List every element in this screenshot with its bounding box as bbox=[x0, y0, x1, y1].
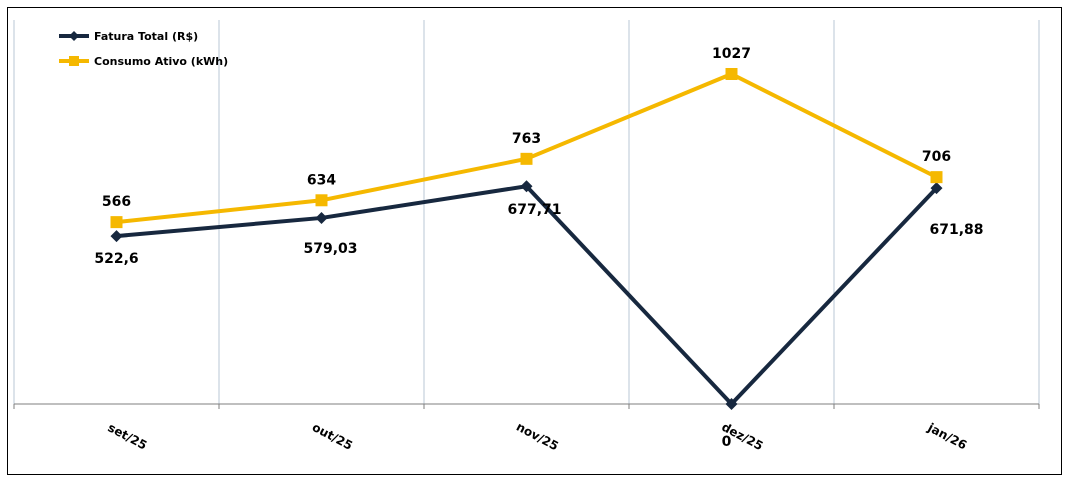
x-tick-label: nov/25 bbox=[514, 420, 561, 454]
fatura-marker bbox=[725, 398, 738, 410]
legend: Fatura Total (R$) Consumo Ativo (kWh) bbox=[59, 30, 228, 68]
x-tick-label: out/25 bbox=[310, 420, 355, 453]
consumo-marker bbox=[315, 194, 328, 207]
consumo-data-label: 763 bbox=[512, 131, 541, 147]
consumo-marker bbox=[930, 171, 943, 184]
fatura-marker bbox=[315, 211, 328, 224]
consumo-marker bbox=[110, 216, 123, 229]
fatura-marker bbox=[520, 180, 533, 193]
legend-label: Consumo Ativo (kWh) bbox=[94, 55, 228, 68]
consumo-data-label: 566 bbox=[102, 194, 131, 210]
series-markers bbox=[110, 68, 943, 410]
consumo-data-label: 706 bbox=[922, 149, 951, 165]
series-line-2 bbox=[116, 72, 938, 225]
x-tick-label: set/25 bbox=[106, 420, 150, 452]
consumo-data-label: 634 bbox=[307, 172, 336, 188]
fatura-data-label: 522,6 bbox=[94, 251, 138, 267]
gridlines bbox=[13, 20, 1040, 404]
fatura-marker bbox=[110, 230, 123, 243]
fatura-data-label: 671,88 bbox=[929, 222, 983, 238]
consumo-data-label: 1027 bbox=[712, 46, 751, 62]
series-lines bbox=[116, 72, 938, 406]
x-tick-label: jan/26 bbox=[925, 420, 969, 452]
legend-diamond-marker bbox=[69, 31, 79, 41]
data-labels: 566 634 763 1027 706 522,6 579,03 677,71 0 671,88 bbox=[94, 46, 983, 450]
fatura-data-label: 677,71 bbox=[507, 202, 561, 218]
fatura-marker bbox=[930, 182, 943, 195]
series-line-1 bbox=[116, 184, 938, 406]
consumo-marker bbox=[520, 152, 533, 165]
legend-square-marker bbox=[69, 56, 79, 66]
fatura-data-label: 0 bbox=[722, 434, 732, 450]
legend-label: Fatura Total (R$) bbox=[94, 30, 198, 43]
consumo-marker bbox=[725, 68, 738, 80]
x-axis bbox=[13, 403, 1040, 409]
x-tick-labels: set/25 out/25 nov/25 dez/25 jan/26 bbox=[106, 420, 970, 454]
fatura-data-label: 579,03 bbox=[303, 241, 357, 257]
